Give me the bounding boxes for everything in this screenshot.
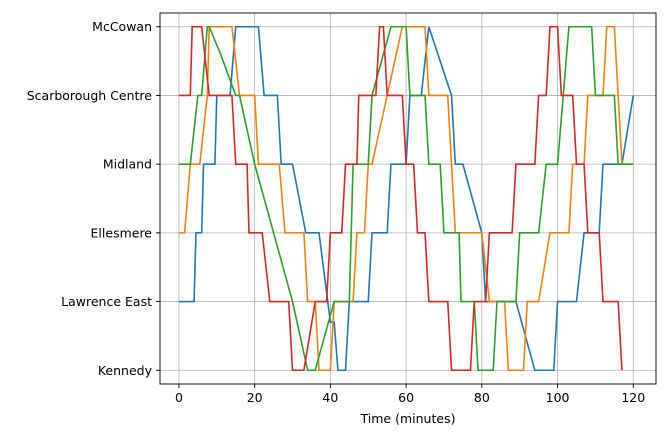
x-axis: 0 20 40 60 80 100 120: [175, 384, 645, 405]
x-tick-label: 20: [247, 390, 263, 405]
x-tick-label: 120: [621, 390, 645, 405]
x-axis-title: Time (minutes): [360, 411, 456, 426]
series-group: [178, 25, 635, 372]
y-tick-label: Lawrence East: [61, 294, 152, 309]
y-tick-label: Scarborough Centre: [27, 88, 153, 103]
y-tick-label: Ellesmere: [91, 225, 153, 240]
x-tick-label: 80: [474, 390, 490, 405]
y-axis: Kennedy Lawrence East Ellesmere Midland Scar…: [27, 19, 160, 378]
x-tick-label: 40: [322, 390, 338, 405]
series-line-4: [178, 25, 623, 372]
series-line-3: [178, 25, 634, 372]
y-tick-label: Kennedy: [98, 363, 153, 378]
plot-frame: [159, 12, 657, 385]
y-tick-label: McCowan: [92, 19, 152, 34]
x-tick-label: 100: [546, 390, 570, 405]
x-tick-label: 60: [398, 390, 414, 405]
x-tick-label: 0: [175, 390, 183, 405]
y-tick-label: Midland: [103, 157, 152, 172]
